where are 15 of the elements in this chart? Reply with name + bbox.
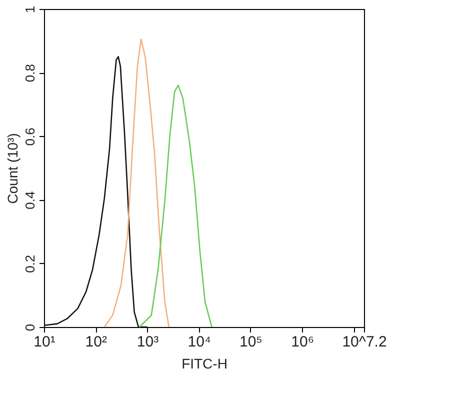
x-tick-label: 10¹: [34, 334, 56, 350]
y-axis-title: Count (10³): [4, 133, 20, 204]
y-tick-label: 0.2: [22, 254, 38, 273]
x-tick-label: 10²: [85, 334, 107, 350]
x-tick-label: 10^7.2: [342, 334, 387, 350]
y-tick-label: 0.6: [22, 128, 38, 146]
y-tick-label: 1: [22, 6, 38, 14]
y-tick-label: 0: [22, 324, 38, 332]
x-tick-label: 10⁵: [240, 334, 262, 350]
x-tick-label: 10⁴: [188, 334, 211, 350]
x-tick-label: 10⁶: [291, 334, 314, 350]
x-tick-label: 10³: [136, 334, 159, 350]
y-tick-label: 0.4: [22, 191, 38, 210]
x-axis-title: FITC-H: [182, 356, 228, 372]
y-tick-label: 0.8: [22, 64, 38, 82]
